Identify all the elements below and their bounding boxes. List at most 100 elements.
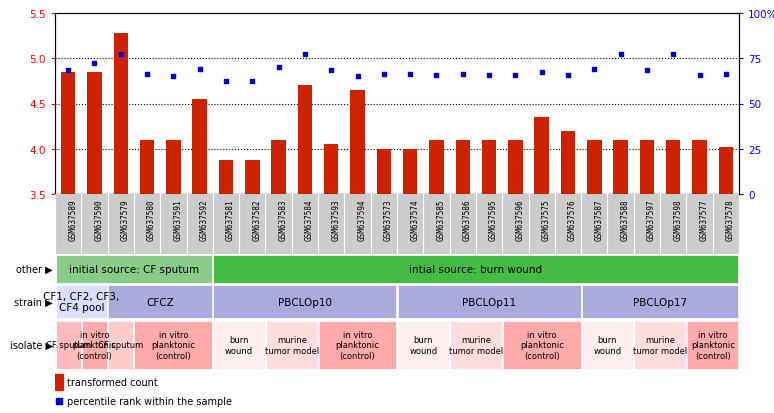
Text: GSM637581: GSM637581: [226, 199, 235, 241]
Point: [720, 71, 732, 78]
Text: GSM637589: GSM637589: [68, 199, 77, 241]
Text: murine
tumor model: murine tumor model: [265, 335, 319, 355]
Text: GSM637594: GSM637594: [358, 199, 367, 241]
Point: [536, 69, 548, 76]
Bar: [214, 286, 396, 318]
Bar: [430, 140, 444, 195]
Text: GSM637573: GSM637573: [384, 199, 393, 241]
Text: GSM637586: GSM637586: [463, 199, 472, 241]
Point: [246, 78, 259, 85]
Text: in vitro
planktonic
(control): in vitro planktonic (control): [520, 330, 563, 360]
Text: in vitro
planktonic
(control): in vitro planktonic (control): [73, 330, 116, 360]
Point: [483, 72, 495, 78]
Bar: [219, 160, 233, 195]
Bar: [214, 321, 265, 369]
Point: [667, 51, 680, 58]
Bar: [503, 321, 580, 369]
Bar: [687, 321, 738, 369]
Text: CFCZ: CFCZ: [146, 297, 174, 307]
Text: GSM637576: GSM637576: [568, 199, 577, 241]
Bar: [319, 321, 396, 369]
Text: PBCLOp10: PBCLOp10: [278, 297, 332, 307]
Bar: [582, 286, 738, 318]
Bar: [351, 91, 365, 195]
Text: percentile rank within the sample: percentile rank within the sample: [67, 396, 232, 406]
Point: [62, 68, 74, 74]
Bar: [108, 286, 212, 318]
Bar: [582, 321, 633, 369]
Point: [141, 71, 153, 78]
Text: in vitro
planktonic
(control): in vitro planktonic (control): [152, 330, 195, 360]
Bar: [56, 256, 212, 283]
Text: other ▶: other ▶: [16, 264, 53, 274]
Bar: [324, 145, 338, 195]
Text: GSM637579: GSM637579: [121, 199, 130, 241]
Text: GSM637597: GSM637597: [647, 199, 656, 241]
Text: in vitro
planktonic
(control): in vitro planktonic (control): [336, 330, 379, 360]
Point: [378, 71, 390, 78]
Text: murine
tumor model: murine tumor model: [633, 335, 687, 355]
Point: [588, 66, 601, 73]
Text: GSM637595: GSM637595: [489, 199, 498, 241]
Bar: [272, 140, 286, 195]
Bar: [108, 321, 133, 369]
Text: GSM637580: GSM637580: [147, 199, 156, 241]
Bar: [635, 321, 686, 369]
Text: PBCLOp11: PBCLOp11: [462, 297, 516, 307]
Bar: [398, 286, 580, 318]
Point: [428, 282, 440, 289]
Text: isolate ▶: isolate ▶: [10, 340, 53, 350]
Text: CF sputum: CF sputum: [46, 341, 91, 350]
Text: in vitro
planktonic
(control): in vitro planktonic (control): [690, 330, 735, 360]
Bar: [61, 73, 75, 195]
Text: murine
tumor model: murine tumor model: [449, 335, 503, 355]
Text: transformed count: transformed count: [67, 377, 158, 387]
Point: [272, 65, 285, 71]
Bar: [666, 140, 680, 195]
Bar: [214, 256, 738, 283]
Bar: [135, 321, 212, 369]
Point: [694, 72, 706, 78]
Bar: [456, 140, 470, 195]
Bar: [56, 286, 107, 318]
Text: GSM637583: GSM637583: [279, 199, 288, 241]
Bar: [166, 140, 180, 195]
Text: GSM637596: GSM637596: [515, 199, 524, 241]
Text: burn
wound: burn wound: [225, 335, 253, 355]
Text: CF1, CF2, CF3,
CF4 pool: CF1, CF2, CF3, CF4 pool: [43, 291, 119, 313]
Text: GSM637582: GSM637582: [252, 199, 262, 241]
Text: GSM637585: GSM637585: [437, 199, 446, 241]
Bar: [193, 100, 207, 195]
Text: GSM637584: GSM637584: [305, 199, 314, 241]
Bar: [613, 140, 628, 195]
Point: [562, 72, 574, 78]
Bar: [266, 321, 317, 369]
Point: [220, 78, 232, 85]
Text: GSM637575: GSM637575: [542, 199, 550, 241]
Text: GSM637592: GSM637592: [200, 199, 209, 241]
Bar: [82, 321, 107, 369]
Text: CF sputum: CF sputum: [98, 341, 143, 350]
Text: intial source: burn wound: intial source: burn wound: [409, 264, 543, 274]
Point: [299, 51, 311, 58]
Text: burn
wound: burn wound: [409, 335, 437, 355]
Text: GSM637578: GSM637578: [726, 199, 735, 241]
Bar: [140, 140, 154, 195]
Text: GSM637593: GSM637593: [331, 199, 341, 241]
Bar: [55, 374, 63, 390]
Bar: [535, 118, 549, 195]
Point: [88, 60, 101, 67]
Bar: [482, 140, 496, 195]
Point: [457, 71, 469, 78]
Bar: [718, 147, 733, 195]
Bar: [561, 131, 575, 195]
Point: [325, 68, 337, 74]
Text: PBCLOp17: PBCLOp17: [633, 297, 687, 307]
Point: [615, 51, 627, 58]
Bar: [450, 321, 502, 369]
Point: [167, 74, 180, 81]
Text: GSM637590: GSM637590: [94, 199, 104, 241]
Point: [194, 66, 206, 73]
Point: [351, 74, 364, 81]
Bar: [56, 321, 80, 369]
